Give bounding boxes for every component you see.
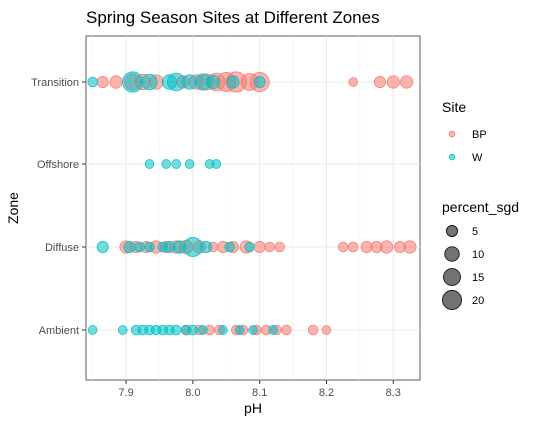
data-point-w [144, 241, 155, 253]
data-point-bp [379, 240, 394, 254]
data-point-bp [373, 76, 386, 88]
data-point-bp [274, 241, 285, 253]
size-legend-key [443, 268, 461, 286]
axes: 7.9 8.0 8.1 8.2 8.3 Ambient Diffuse Offshore Tra… [31, 77, 401, 399]
y-tick-label: Offshore [37, 159, 79, 171]
data-point-w [268, 325, 278, 335]
data-point-w [87, 76, 98, 88]
x-tick-label: 7.9 [118, 387, 133, 399]
size-legend-label: 15 [472, 272, 484, 284]
data-point-w [218, 325, 228, 335]
data-point-w [161, 159, 171, 169]
x-axis-title: pH [244, 400, 262, 416]
data-point-bp [109, 75, 123, 89]
data-point-bp [307, 324, 319, 336]
data-point-bp [96, 76, 109, 88]
x-tick-label: 8.3 [386, 387, 401, 399]
data-point-w [122, 71, 144, 93]
data-point-w [205, 74, 221, 90]
data-point-w [234, 325, 245, 335]
data-point-bp [386, 75, 400, 89]
data-point-w [244, 241, 255, 253]
data-point-bp [281, 324, 292, 336]
site-legend-label: W [472, 152, 483, 164]
data-point-w [211, 159, 222, 169]
data-point-w [224, 241, 235, 253]
legend: Site percent_sgd BP W 5 10 15 20 [442, 99, 519, 310]
y-tick-label: Diffuse [45, 242, 79, 254]
data-point-w [134, 241, 145, 253]
data-point-w [200, 241, 213, 253]
plot-panel [85, 35, 421, 381]
y-tick-label: Transition [31, 77, 79, 89]
data-point-w [226, 75, 240, 89]
data-point-bp [264, 241, 275, 253]
data-point-w [198, 325, 208, 335]
data-point-w [170, 324, 182, 336]
site-legend-key-w [448, 153, 456, 161]
data-point-w [123, 241, 136, 253]
data-points [87, 71, 417, 336]
x-tick-label: 8.2 [319, 387, 334, 399]
data-point-bp [403, 240, 417, 254]
y-axis-title: Zone [5, 192, 21, 224]
data-point-w [182, 237, 203, 257]
site-legend-key-bp [448, 130, 456, 138]
size-legend-key [446, 225, 458, 237]
data-point-w [144, 159, 155, 169]
data-point-w [96, 241, 109, 253]
size-legend-title: percent_sgd [442, 199, 519, 215]
data-point-bp [400, 75, 414, 89]
data-point-w [253, 76, 266, 88]
data-point-bp [347, 241, 359, 253]
chart-title: Spring Season Sites at Different Zones [86, 8, 380, 27]
x-tick-label: 8.0 [185, 387, 200, 399]
site-legend-label: BP [472, 129, 487, 141]
x-tick-label: 8.1 [252, 387, 267, 399]
size-legend-label: 5 [472, 226, 478, 238]
data-point-bp [253, 241, 266, 253]
y-tick-label: Ambient [39, 325, 79, 337]
data-point-w [87, 325, 98, 335]
site-legend-title: Site [442, 99, 466, 115]
data-point-w [187, 324, 199, 336]
data-point-w [117, 325, 128, 335]
data-point-bp [321, 325, 332, 335]
size-legend-key [442, 290, 462, 310]
data-point-bp [337, 241, 349, 253]
data-point-w [141, 73, 158, 91]
data-point-bp [360, 241, 373, 253]
size-legend-label: 10 [472, 249, 484, 261]
data-point-w [184, 159, 195, 169]
data-point-w [248, 325, 258, 335]
size-legend-label: 20 [472, 295, 484, 307]
size-legend-key [444, 246, 460, 262]
data-point-bp [348, 77, 359, 87]
data-point-w [171, 159, 181, 169]
